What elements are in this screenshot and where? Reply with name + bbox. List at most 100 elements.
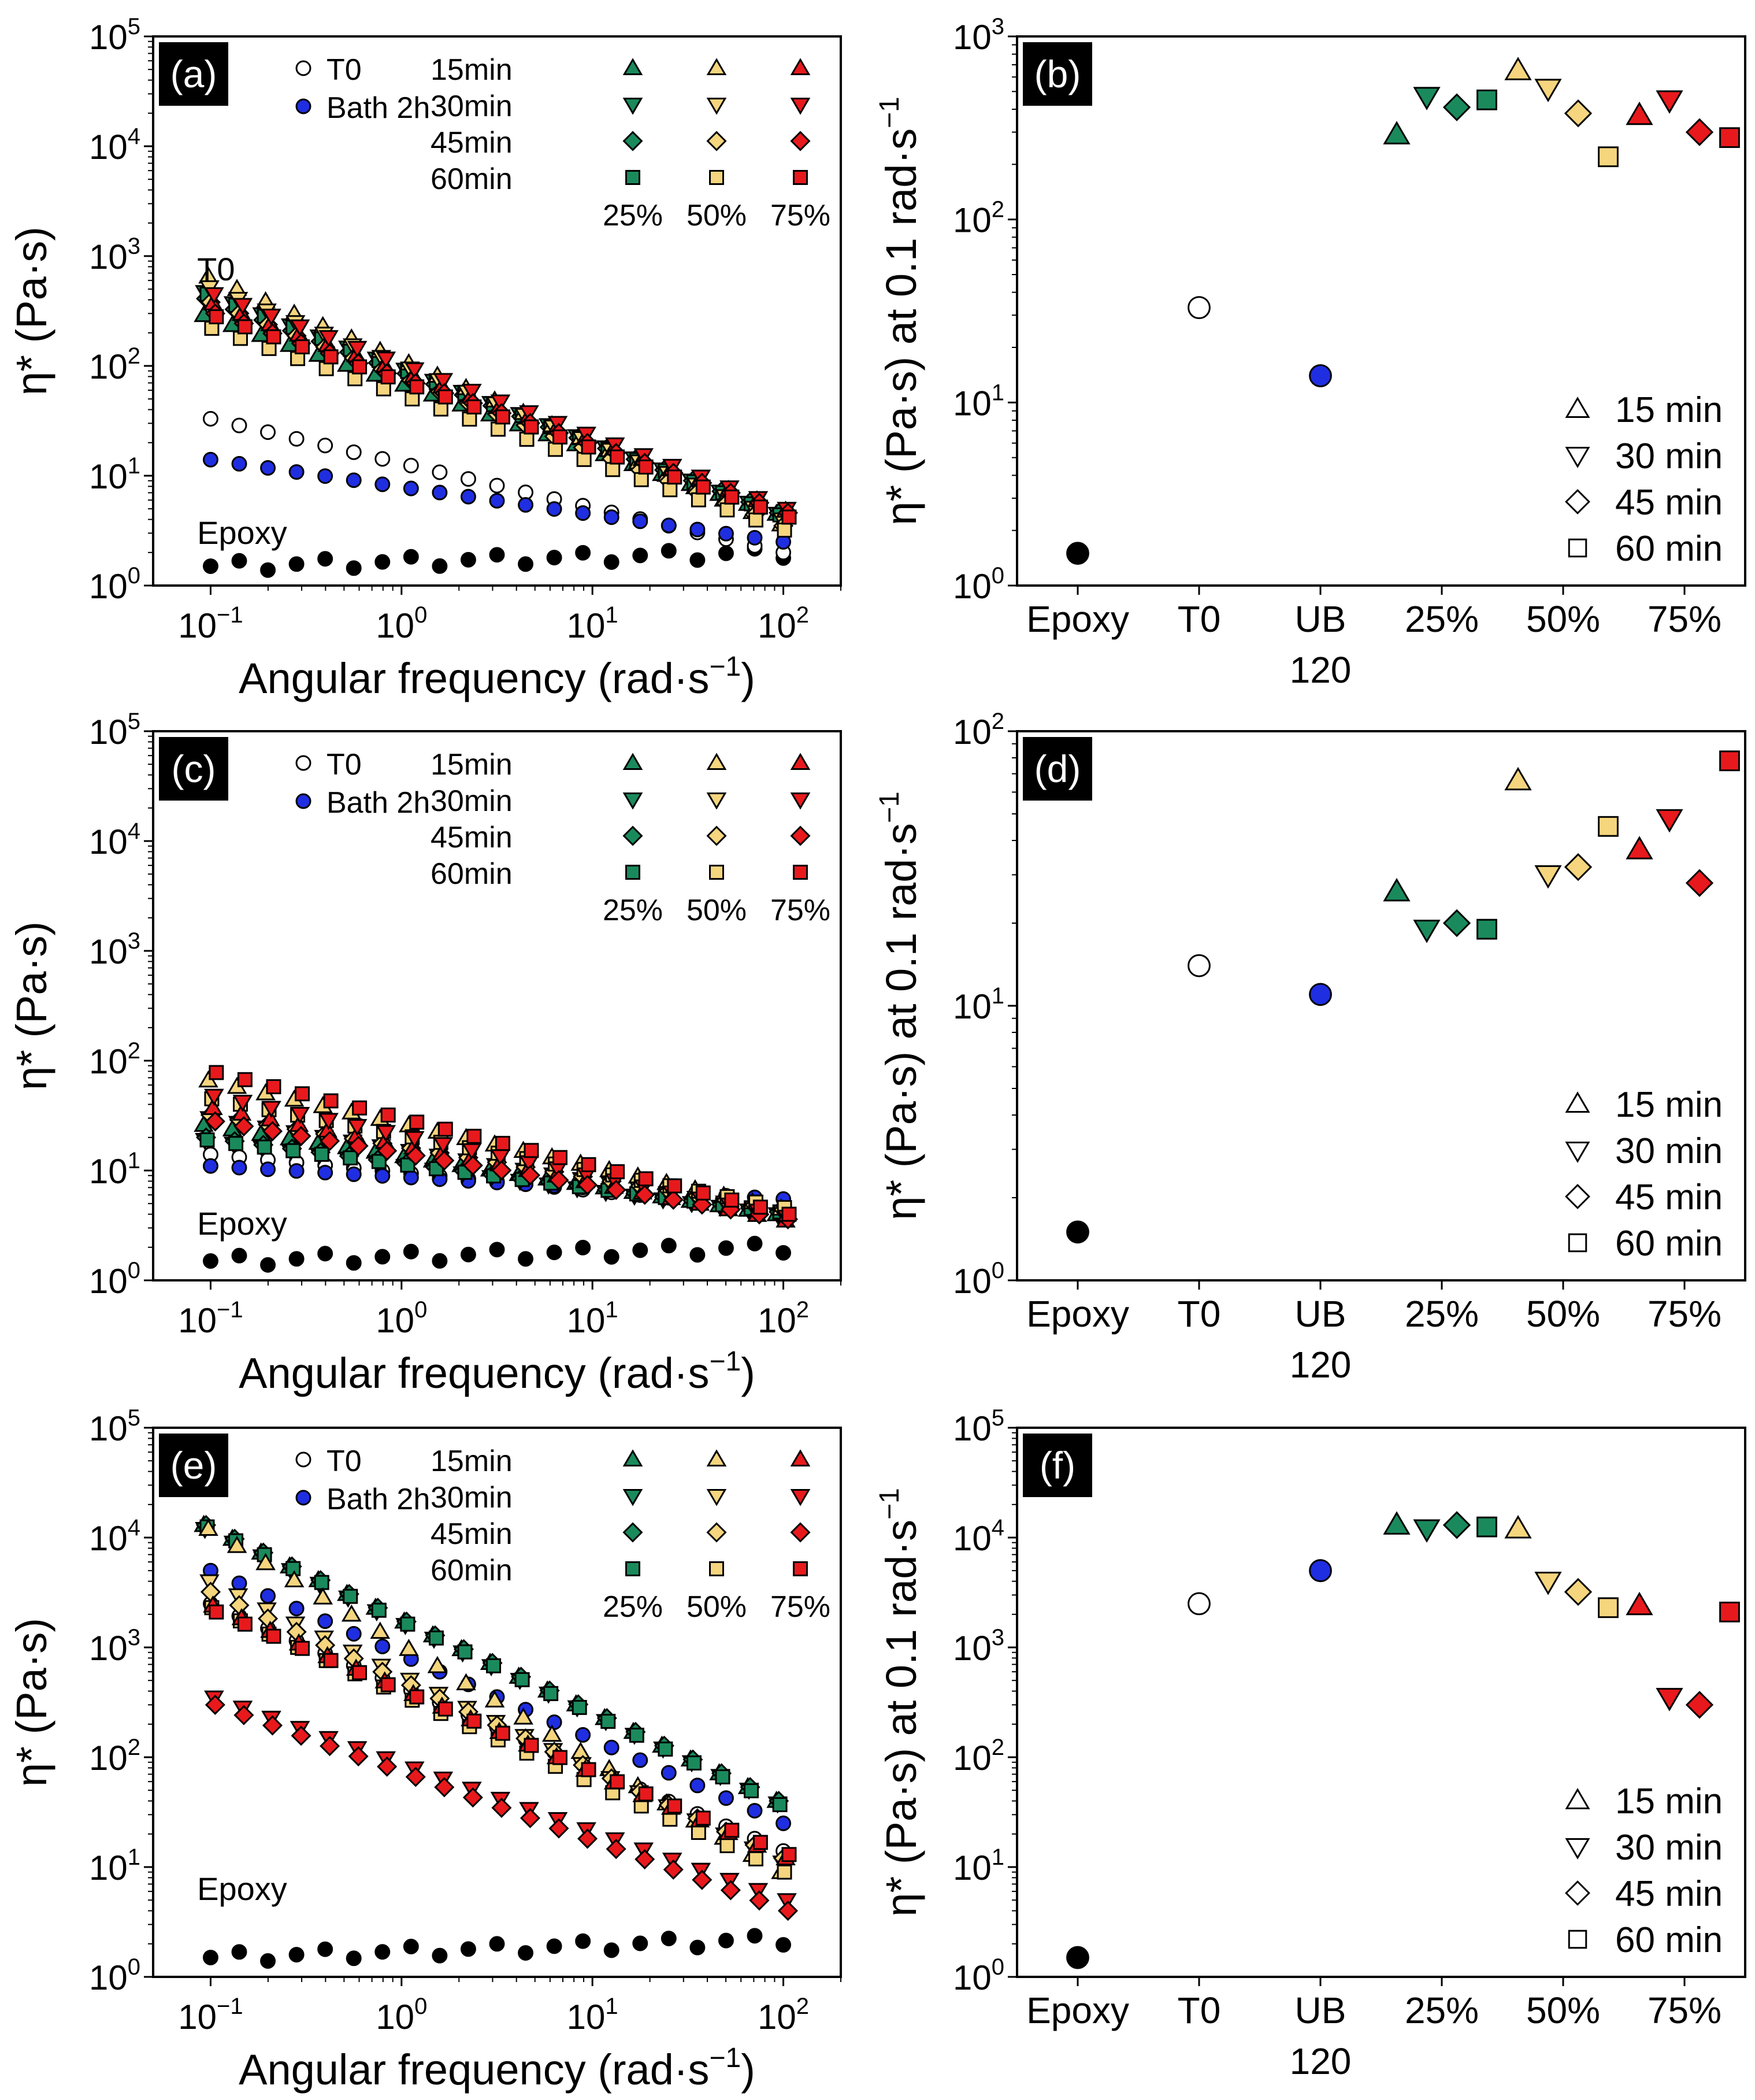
- point-75pct: [1685, 869, 1714, 897]
- bath-point: [747, 1803, 763, 1818]
- legend-marker: [790, 131, 811, 151]
- series-point-25pct-60min: [228, 1136, 244, 1151]
- legend-label: Bath 2h: [326, 1483, 430, 1516]
- epoxy-point: [231, 553, 247, 569]
- legend-marker: [622, 825, 643, 846]
- series-point-75pct-60min: [695, 479, 711, 495]
- epoxy-point: [460, 1246, 476, 1262]
- legend-marker: [706, 792, 727, 810]
- bath-point: [603, 509, 619, 525]
- epoxy-point: [776, 1245, 792, 1261]
- y-axis-title: η* (Pa·s): [8, 921, 55, 1090]
- legend-marker: [790, 1489, 811, 1506]
- series-point-75pct-45min: [520, 1808, 541, 1828]
- legend-col-label: 50%: [687, 1590, 747, 1624]
- legend-row-label: 60min: [431, 857, 513, 891]
- legend-label: 60 min: [1615, 529, 1723, 569]
- point-25pct: [1442, 909, 1471, 938]
- epoxy-point: [202, 1253, 218, 1269]
- panel-label-a: (a): [159, 42, 228, 106]
- epoxy-point: [546, 1245, 562, 1261]
- y-tick-label: 100: [953, 1954, 1004, 1997]
- epoxy-point: [518, 1251, 534, 1267]
- series-point-75pct-45min: [233, 1705, 254, 1725]
- epoxy-point: [603, 1942, 619, 1958]
- legend-marker: [1565, 1184, 1590, 1209]
- series-point-75pct-30min: [519, 405, 539, 423]
- epoxy-point: [374, 1944, 391, 1960]
- legend-label: 15 min: [1615, 1085, 1723, 1125]
- series-point-75pct-45min: [462, 1787, 483, 1808]
- series-point-75pct-60min: [323, 1653, 339, 1668]
- bath-point: [718, 525, 734, 542]
- series-point-50pct-15min: [484, 1690, 505, 1708]
- epoxy-point: [460, 1941, 476, 1957]
- legend-col-label: 50%: [687, 894, 747, 927]
- y-tick-label: 103: [953, 1625, 1004, 1668]
- epoxy-point: [346, 1950, 362, 1966]
- point-25pct: [1442, 1511, 1471, 1539]
- epoxy-point: [518, 1945, 534, 1961]
- y-tick-label: 105: [89, 14, 140, 57]
- legend-marker: [1565, 397, 1590, 418]
- category-label: 75%: [1648, 598, 1721, 640]
- epoxy-point: [546, 1938, 562, 1954]
- epoxy-point: [374, 1249, 391, 1265]
- bath-point: [632, 1752, 648, 1768]
- y-axis-title: η* (Pa·s) at 0.1 rad·s−1: [874, 97, 925, 525]
- legend-marker: [793, 170, 808, 185]
- epoxy-point: [489, 1242, 505, 1258]
- point-25pct: [1413, 920, 1441, 943]
- legend-marker: [295, 1451, 311, 1468]
- series-point-25pct-60min: [314, 1575, 329, 1590]
- legend-marker: [1568, 538, 1587, 558]
- series-point-50pct-15min: [227, 1535, 247, 1553]
- category-label: UB: [1295, 1990, 1346, 2031]
- series-point-75pct-60min: [295, 1086, 310, 1102]
- series-point-50pct-15min: [399, 1639, 419, 1656]
- series-point-25pct-60min: [629, 1727, 644, 1743]
- series-point-75pct-45min: [348, 1746, 369, 1766]
- series-point-50pct-60min: [633, 472, 649, 487]
- bath-point: [575, 1727, 591, 1743]
- series-point-50pct-15min: [541, 1724, 562, 1742]
- point-75pct: [1626, 1591, 1653, 1616]
- series-point-75pct-60min: [552, 1750, 568, 1765]
- series-point-75pct-60min: [724, 1823, 740, 1838]
- legend-label: Bath 2h: [326, 91, 430, 125]
- series-point-75pct-45min: [320, 1736, 340, 1757]
- epoxy-point: [632, 1242, 648, 1258]
- point-75pct: [1685, 118, 1714, 146]
- category-label: 25%: [1405, 598, 1479, 640]
- series-point-75pct-30min: [232, 1095, 253, 1112]
- point-75pct: [1719, 750, 1740, 772]
- series-point-75pct-60min: [209, 1065, 224, 1080]
- series-point-25pct-60min: [715, 1769, 730, 1784]
- series-point-75pct-60min: [638, 1786, 654, 1802]
- series-point-75pct-45min: [348, 1135, 369, 1156]
- bath-point: [260, 1588, 276, 1604]
- y-tick-label: 102: [89, 1735, 140, 1777]
- bath-point: [260, 460, 276, 476]
- epoxy-point: [776, 1937, 792, 1953]
- bath-point: [718, 1790, 734, 1806]
- plot-frame: [1016, 1427, 1746, 1978]
- epoxy-point: [374, 554, 391, 570]
- epoxy-point: [603, 554, 619, 570]
- series-point-75pct-60min: [752, 1835, 768, 1850]
- series-point-25pct-60min: [600, 1713, 616, 1729]
- series-point-50pct-60min: [748, 512, 763, 528]
- series-point-50pct-60min: [691, 1825, 706, 1840]
- epoxy-point: [575, 545, 591, 561]
- point-25pct: [1383, 877, 1411, 902]
- legend-col-label: 75%: [770, 1590, 830, 1624]
- legend-label: 45 min: [1615, 1874, 1723, 1914]
- t0-point: [202, 411, 218, 427]
- legend-marker: [625, 865, 640, 880]
- panel-label-b: (b): [1023, 42, 1092, 106]
- epoxy-point: [575, 1933, 591, 1949]
- t0-point: [260, 424, 276, 440]
- plot-frame: [1016, 35, 1746, 587]
